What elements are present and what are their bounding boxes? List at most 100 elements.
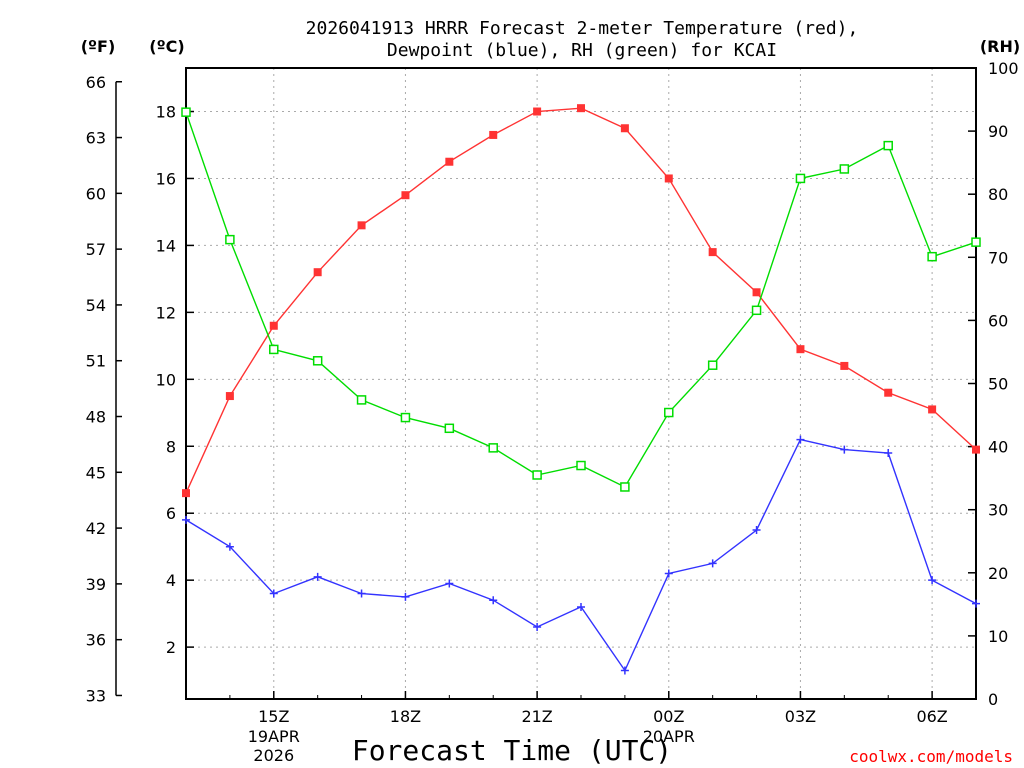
dewpoint-series (182, 435, 980, 675)
rh-point (356, 395, 367, 405)
chart-title-line-1: 2026041913 HRRR Forecast 2-meter Tempera… (306, 18, 859, 39)
rh-tick-label: 20 (988, 564, 1008, 583)
temperature-point (664, 174, 673, 183)
temperature-point (577, 104, 585, 113)
f-tick-label: 42 (86, 519, 106, 538)
c-tick-label: 18 (156, 103, 176, 122)
rh-tick-label: 80 (988, 185, 1008, 204)
rh-tick-label: 70 (988, 248, 1008, 267)
rh-point (576, 460, 586, 471)
x-tick-label: 03Z (785, 707, 816, 726)
temperature-point (620, 124, 629, 133)
temperature-point (928, 405, 937, 414)
rh-point (532, 470, 542, 480)
x-date-label: 19APR (248, 727, 300, 746)
celsius-axis: 18 16 14 12 10 8 6 4 2 (156, 103, 194, 657)
rh-point (181, 107, 191, 117)
c-tick-label: 16 (156, 169, 176, 188)
f-tick-label: 48 (86, 408, 106, 427)
c-tick-label: 8 (166, 437, 176, 456)
temperature-point (225, 392, 234, 401)
rh-point (971, 237, 981, 247)
temperature-point (796, 345, 805, 354)
x-year-label: 2026 (253, 746, 294, 765)
x-tick-label: 18Z (390, 707, 421, 726)
dewpoint-line (185, 438, 977, 672)
rh-tick-label: 50 (988, 375, 1008, 394)
rh-tick-label: 40 (988, 438, 1008, 457)
rh-point (620, 482, 630, 492)
dewpoint-point (620, 666, 629, 675)
dewpoint-point (182, 515, 190, 524)
x-tick-label: 15Z (258, 707, 289, 726)
rh-point (269, 344, 279, 355)
rh-point (707, 360, 718, 370)
series-layer (181, 104, 981, 675)
dewpoint-point (840, 445, 849, 454)
rh-point (839, 164, 850, 174)
rh-point (312, 356, 323, 366)
dewpoint-point (796, 435, 805, 444)
temperature-point (269, 321, 278, 330)
dewpoint-point (752, 525, 761, 534)
c-tick-label: 10 (156, 370, 176, 389)
dewpoint-point (884, 448, 893, 457)
rh-line (185, 111, 977, 488)
dewpoint-point (708, 559, 717, 568)
chart-title-line-2: Dewpoint (blue), RH (green) for KCAI (387, 40, 777, 61)
temperature-point (840, 361, 849, 370)
temperature-point (884, 388, 893, 397)
f-tick-label: 39 (86, 575, 106, 594)
f-tick-label: 51 (86, 352, 106, 371)
f-tick-label: 63 (86, 129, 106, 148)
rh-unit-label: (RH) (980, 37, 1020, 56)
rh-point (664, 407, 674, 418)
rh-point (488, 443, 498, 453)
rh-point (883, 140, 893, 151)
temperature-point (182, 489, 190, 498)
rh-point (795, 173, 806, 184)
temperature-point (533, 107, 542, 116)
rh-point (444, 423, 455, 434)
rh-series (181, 107, 981, 492)
x-tick-label: 00Z (653, 707, 684, 726)
temperature-point (489, 130, 498, 139)
x-date-label: 20APR (643, 727, 695, 746)
f-tick-label: 60 (86, 184, 106, 203)
c-tick-label: 6 (166, 504, 176, 523)
dewpoint-point (225, 542, 234, 551)
c-tick-label: 14 (156, 236, 176, 255)
fahrenheit-axis: 66 63 60 57 54 51 48 45 42 39 36 33 (86, 73, 122, 705)
dewpoint-point (533, 623, 542, 632)
rh-tick-label: 90 (988, 122, 1008, 141)
temperature-series (182, 104, 980, 498)
temperature-point (972, 445, 980, 454)
dewpoint-point (269, 589, 278, 598)
dewpoint-point (445, 579, 454, 588)
f-tick-label: 36 (86, 631, 106, 650)
rh-tick-label: 30 (988, 501, 1008, 520)
rh-tick-label: 100 (988, 59, 1019, 78)
f-tick-label: 33 (86, 686, 106, 705)
temperature-line (185, 107, 977, 494)
celsius-unit-label: (ºC) (149, 37, 184, 56)
rh-point (225, 234, 235, 245)
chart-title: 2026041913 HRRR Forecast 2-meter Tempera… (306, 18, 859, 61)
temperature-point (752, 288, 761, 297)
temperature-point (357, 221, 366, 230)
temperature-point (313, 268, 322, 277)
rh-point (927, 251, 937, 262)
dewpoint-point (928, 576, 937, 585)
dewpoint-point (313, 572, 322, 581)
f-tick-label: 45 (86, 463, 106, 482)
f-tick-label: 66 (86, 73, 106, 92)
temperature-point (708, 248, 717, 257)
dewpoint-point (357, 589, 366, 598)
x-tick-label: 21Z (521, 707, 552, 726)
temperature-point (401, 191, 410, 200)
f-tick-label: 54 (86, 296, 106, 315)
c-tick-label: 2 (166, 638, 176, 657)
rh-point (751, 305, 762, 316)
